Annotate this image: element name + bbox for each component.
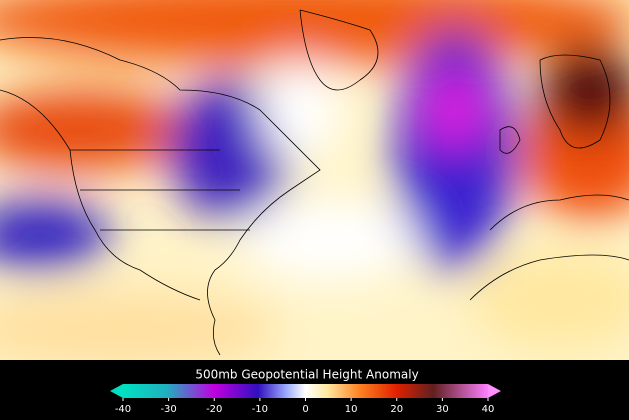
- colorbar-low-arrow: [110, 384, 123, 398]
- colorbar-tick-label: -30: [160, 404, 176, 415]
- colorbar-tick-label: -10: [252, 404, 268, 415]
- colorbar-tick-label: 40: [482, 404, 495, 415]
- colorbar-high-arrow: [488, 384, 501, 398]
- map-field: [0, 0, 629, 360]
- colorbar-tick-label: 10: [345, 404, 358, 415]
- colorbar-tick-label: 0: [302, 404, 308, 415]
- colorbar: [123, 384, 488, 398]
- colorbar-tick-label: -20: [206, 404, 222, 415]
- colorbar-tick-label: 20: [390, 404, 403, 415]
- map-title: 500mb Geopotential Height Anomaly: [195, 368, 418, 382]
- colorbar-ticks: -40 -30 -20 -10 0 10 20 30 40: [115, 398, 495, 415]
- colorbar-tick-label: 30: [436, 404, 449, 415]
- colorbar-tick-label: -40: [115, 404, 131, 415]
